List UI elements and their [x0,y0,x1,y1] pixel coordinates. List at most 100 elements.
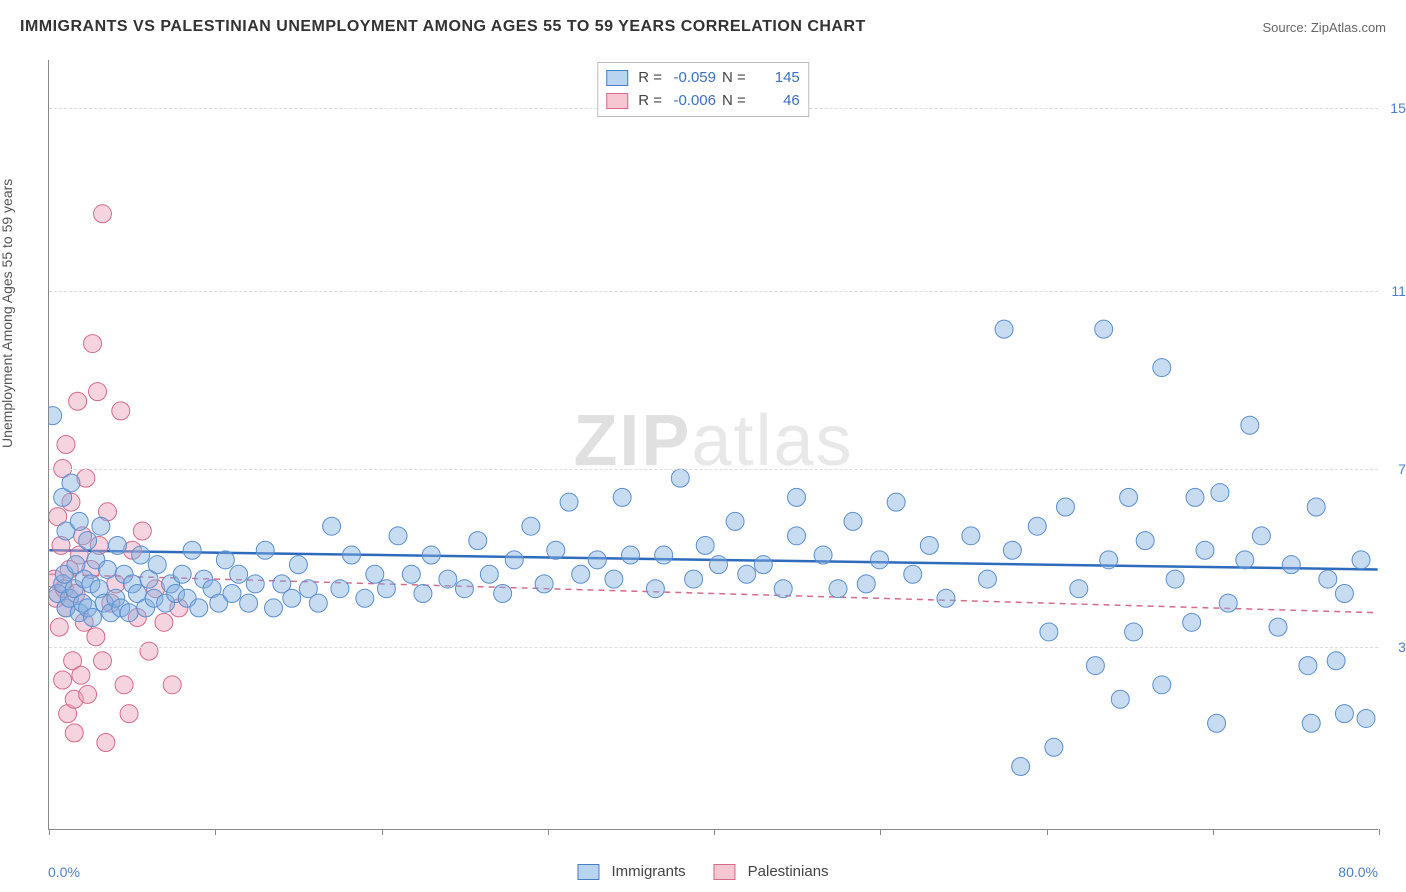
point-immigrants [829,580,847,598]
swatch-palestinians [606,93,628,109]
point-immigrants [962,527,980,545]
point-immigrants [309,594,327,612]
point-palestinians [67,585,85,603]
point-palestinians [112,402,130,420]
point-immigrants [774,580,792,598]
point-immigrants [75,570,93,588]
swatch-palestinians-icon [714,864,736,880]
point-immigrants [1241,416,1259,434]
point-immigrants [1003,541,1021,559]
point-immigrants [123,575,141,593]
swatch-immigrants [606,70,628,86]
swatch-immigrants-icon [577,864,599,880]
point-immigrants [120,604,138,622]
point-immigrants [1095,320,1113,338]
point-immigrants [190,599,208,617]
point-immigrants [256,541,274,559]
point-immigrants [107,589,125,607]
point-immigrants [572,565,590,583]
point-immigrants [1252,527,1270,545]
point-immigrants [1335,585,1353,603]
point-immigrants [283,589,301,607]
point-palestinians [55,580,73,598]
x-tick [714,829,715,835]
point-palestinians [94,205,112,223]
point-immigrants [1040,623,1058,641]
stats-row-immigrants: R = -0.059 N = 145 [606,67,800,90]
point-palestinians [90,536,108,554]
n-value: 46 [752,90,800,113]
x-max-label: 80.0% [1338,864,1378,880]
grid-line [49,647,1378,648]
point-immigrants [671,469,689,487]
point-immigrants [588,551,606,569]
point-immigrants [178,589,196,607]
point-palestinians [72,666,90,684]
point-palestinians [140,642,158,660]
point-immigrants [726,512,744,530]
r-label: R = [638,90,662,113]
point-immigrants [422,546,440,564]
point-immigrants [137,599,155,617]
point-immigrants [55,565,73,583]
point-immigrants [814,546,832,564]
point-palestinians [98,503,116,521]
point-immigrants [1136,532,1154,550]
point-immigrants [995,320,1013,338]
point-immigrants [223,585,241,603]
point-immigrants [183,541,201,559]
point-palestinians [57,599,75,617]
point-immigrants [157,594,175,612]
point-immigrants [605,570,623,588]
point-immigrants [87,551,105,569]
point-immigrants [655,546,673,564]
point-immigrants [1211,484,1229,502]
point-immigrants [1302,714,1320,732]
point-immigrants [49,585,67,603]
x-min-label: 0.0% [48,864,80,880]
point-immigrants [469,532,487,550]
point-immigrants [132,546,150,564]
y-tick-label: 7.5% [1382,461,1406,477]
point-immigrants [1186,488,1204,506]
point-palestinians [147,580,165,598]
point-palestinians [82,560,100,578]
r-value: -0.059 [668,67,716,90]
point-immigrants [1208,714,1226,732]
point-immigrants [709,556,727,574]
point-immigrants [560,493,578,511]
point-immigrants [195,570,213,588]
point-immigrants [54,575,72,593]
point-immigrants [74,594,92,612]
point-immigrants [343,546,361,564]
point-palestinians [49,508,67,526]
y-tick-label: 3.8% [1382,639,1406,655]
point-immigrants [60,589,78,607]
point-immigrants [1086,657,1104,675]
point-immigrants [356,589,374,607]
point-immigrants [1352,551,1370,569]
stats-row-palestinians: R = -0.006 N = 46 [606,90,800,113]
point-immigrants [49,407,62,425]
chart-title: IMMIGRANTS VS PALESTINIAN UNEMPLOYMENT A… [20,18,866,36]
point-palestinians [75,613,93,631]
y-axis-label: Unemployment Among Ages 55 to 59 years [0,179,15,448]
point-immigrants [246,575,264,593]
chart-svg [49,60,1378,829]
point-immigrants [1057,498,1075,516]
point-palestinians [79,685,97,703]
point-palestinians [62,493,80,511]
point-immigrants [82,575,100,593]
point-palestinians [49,589,65,607]
point-immigrants [323,517,341,535]
trend-line-immigrants [49,550,1377,569]
point-immigrants [65,580,83,598]
point-immigrants [1100,551,1118,569]
point-palestinians [170,599,188,617]
point-palestinians [65,690,83,708]
point-palestinians [87,628,105,646]
point-palestinians [155,613,173,631]
point-immigrants [273,575,291,593]
point-immigrants [685,570,703,588]
point-immigrants [522,517,540,535]
